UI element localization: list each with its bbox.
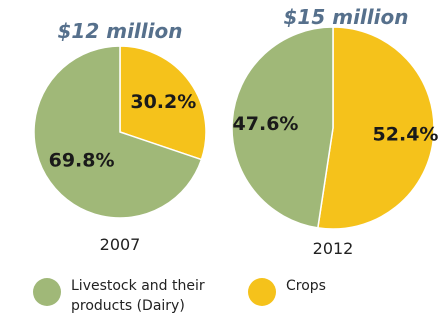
slice-label-crops-2012: 52.4% [373,123,439,145]
legend-item-livestock: Livestock and their products (Dairy) [33,278,205,316]
year-label-2007: 2007 [100,235,141,254]
slice-label-livestock-2007: 69.8% [49,150,115,172]
legend-label-crops: Crops [286,278,326,294]
pie-chart-2012: 52.4% 47.6% $15 million 2012 [231,5,439,258]
year-label-2012: 2012 [313,239,354,258]
legend-swatch-crops [248,278,276,306]
legend-label-livestock: Livestock and their products (Dairy) [71,278,205,314]
pie-slice-livestock-2012 [231,26,334,229]
pie-slice-crops-2007 [119,45,207,161]
chart-title-2007: $12 million [58,19,183,43]
chart-title-2012: $15 million [284,5,409,29]
pie-slice-crops-2012 [316,26,435,230]
legend-item-crops: Crops [248,278,326,306]
pie-chart-2007: 30.2% 69.8% $12 million 2007 [33,19,207,254]
legend-swatch-livestock [33,278,61,306]
slice-label-crops-2007: 30.2% [130,91,196,113]
pie-slice-livestock-2007 [33,45,203,219]
slice-label-livestock-2012: 47.6% [233,113,299,135]
